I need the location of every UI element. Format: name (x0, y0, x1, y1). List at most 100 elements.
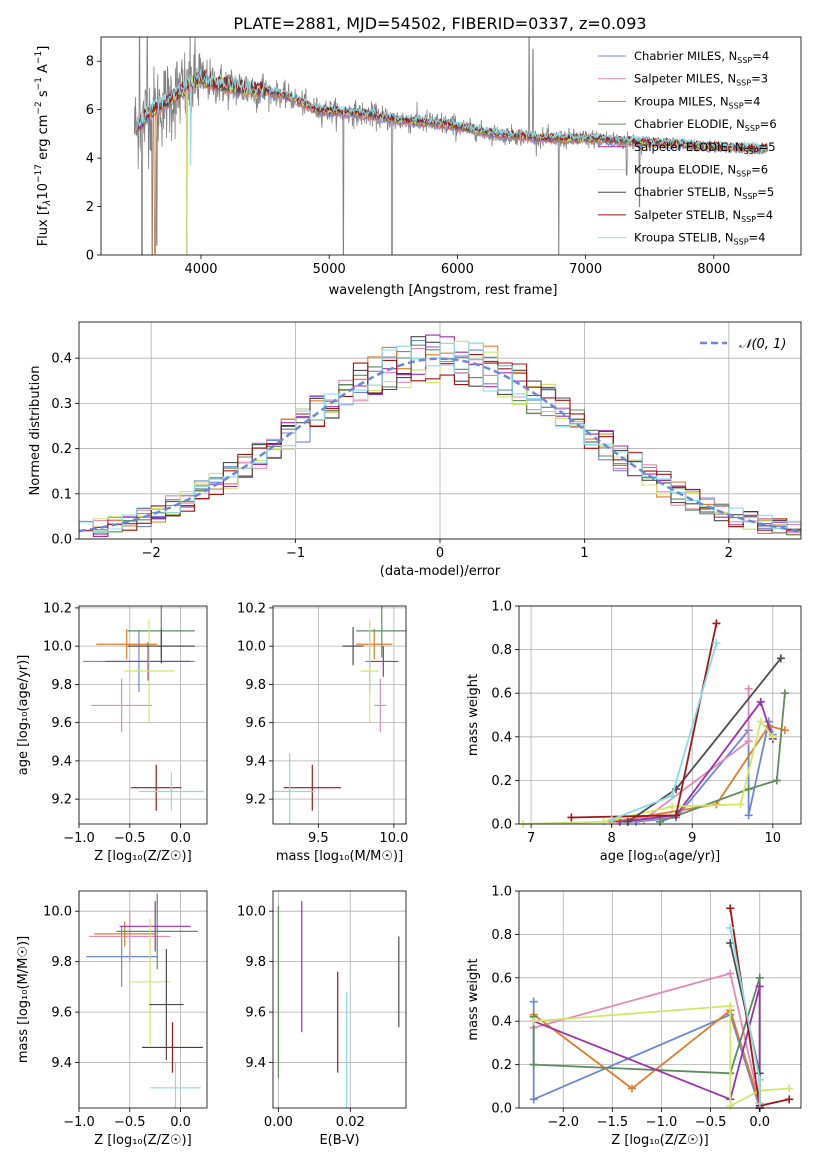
weight-marker-pink (744, 737, 753, 746)
x-tick-label: 1 (580, 546, 588, 561)
y-axis-label-part: Flux [f (36, 205, 51, 246)
y-axis-label: Flux [fλ10−17 erg cm−2 s−1 A−1] (34, 46, 53, 247)
x-axis-label: wavelength [Angstrom, rest frame] (329, 283, 558, 298)
y-axis-label-part: A (36, 64, 51, 77)
y-tick-label: 9.6 (245, 1006, 266, 1021)
y-tick-label: 0.8 (491, 928, 512, 943)
legend-label-sub: SSP (741, 215, 756, 224)
y-tick-label: 0.0 (491, 1102, 512, 1117)
y-tick-label: 1.0 (491, 885, 512, 900)
y-axis-label-part: λ (42, 200, 53, 207)
x-tick-label: 5000 (313, 262, 346, 277)
weight-marker-red (726, 904, 735, 913)
x-axis-label: mass [log₁₀(M/M☉)] (276, 849, 403, 864)
weight-marker-yellowgreen (668, 802, 677, 811)
y-axis-label-part: −2 (34, 101, 44, 114)
y-tick-label: 10.0 (43, 640, 72, 655)
residuals-panel: −2 −1 0 1 2 0.0 0.1 0.2 0.3 0.4 (data-model)/error… (28, 321, 802, 579)
legend-label-tail: =4 (752, 49, 769, 63)
age-vs-Z-panel: −1.0 −0.5 0.0 9.2 9.4 9.6 9.8 10.0 10.2 Z [log₁₀(… (16, 601, 208, 864)
y-tick-label: 0.2 (491, 1058, 512, 1073)
legend-label: Salpeter MILES, NSSP=3 (634, 72, 768, 88)
weight-marker-yellowgreen (529, 1017, 538, 1026)
weight-marker-pink (726, 969, 735, 978)
legend-label-sub: SSP (729, 101, 744, 110)
legend-label-tail: =5 (757, 185, 774, 199)
weight-marker-blue (529, 1095, 538, 1104)
y-tick-label: 10.0 (43, 905, 72, 920)
weight-marker-purple (615, 817, 624, 826)
y-tick-label: 0.2 (491, 774, 512, 789)
mass-vs-ebv-plot-area (277, 901, 400, 1108)
y-tick-label: 9.6 (51, 716, 72, 731)
legend-label-main: Salpeter ELODIE, N (634, 140, 744, 154)
legend-label-tail: =6 (751, 163, 768, 177)
weight-marker-purple (755, 982, 764, 991)
y-tick-label: 4 (86, 152, 94, 167)
x-tick-label: 6000 (441, 262, 474, 277)
y-tick-label: 6 (86, 103, 94, 118)
mass-vs-Z-plot-area (86, 893, 203, 1108)
legend-label-main: Chabrier STELIB, N (634, 185, 742, 199)
y-tick-label: 9.2 (245, 793, 266, 808)
weight-line-cyan (611, 642, 718, 821)
weight-marker-red (672, 811, 681, 820)
legend-label-sub: SSP (742, 192, 757, 201)
x-tick-label: 0.0 (749, 1115, 770, 1130)
legend-label: Salpeter STELIB, NSSP=4 (634, 208, 773, 224)
y-tick-label: 2 (86, 200, 94, 215)
weight-marker-cyan (726, 923, 735, 932)
weight-line-orange (611, 724, 786, 823)
y-tick-label: 0.8 (491, 643, 512, 658)
weight-line-purple (619, 699, 774, 823)
x-tick-label: 8 (608, 831, 616, 846)
x-tick-label: 0.0 (170, 1115, 191, 1130)
x-tick-label: 4000 (184, 262, 217, 277)
x-tick-label: 0 (436, 546, 444, 561)
chart-panels: 4000 5000 6000 7000 8000 0 2 4 6 8 wavelength [Ang… (16, 36, 802, 1148)
y-axis-label-part: erg cm (36, 115, 51, 164)
legend-label-normal: 𝒩(0, 1) (739, 337, 786, 352)
x-tick-label: 9 (688, 831, 696, 846)
legend-label-main: Chabrier MILES, N (634, 49, 737, 63)
weight-line-purple (533, 986, 761, 1108)
y-axis-label-part: s (36, 90, 51, 101)
mass-vs-ebv-panel: 0.00 0.02 9.4 9.6 9.8 10.0 E(B-V) (237, 890, 407, 1148)
weight-vs-age-panel: 7 8 9 10 0.0 0.2 0.4 0.6 0.8 1.0 age [log₁₀(age/yr… (466, 600, 802, 864)
weight-marker-yellowgreen (785, 1084, 794, 1093)
x-tick-label: 9.5 (308, 831, 329, 846)
x-tick-label: −0.5 (114, 831, 146, 846)
x-tick-label: 0.0 (170, 831, 191, 846)
y-axis-label-part: −1 (34, 51, 44, 64)
histogram-cyan (79, 342, 801, 534)
weight-vs-Z-panel: −2.0 −1.5 −1.0 −0.5 0.0 0.0 0.2 0.4 0.6 0.8 1.0 Z [… (466, 885, 802, 1148)
legend-label-tail: =3 (751, 72, 768, 86)
weight-marker-blue (529, 997, 538, 1006)
x-tick-label: −1.0 (63, 831, 95, 846)
y-tick-label: 0.0 (491, 818, 512, 833)
weight-marker-yellowgreen (726, 1002, 735, 1011)
model-spectrum-cyan (136, 69, 769, 166)
legend-label: Salpeter ELODIE, NSSP=5 (634, 140, 776, 156)
y-tick-label: 9.6 (245, 716, 266, 731)
legend-label-sub: SSP (737, 56, 752, 65)
y-axis-label-part: −1 (34, 77, 44, 90)
x-tick-label: −1.0 (646, 1115, 678, 1130)
weight-marker-red (785, 1095, 794, 1104)
y-tick-label: 9.8 (51, 678, 72, 693)
x-tick-label: −0.5 (695, 1115, 727, 1130)
y-tick-label: 9.4 (245, 1056, 266, 1071)
legend-label: Kroupa MILES, NSSP=4 (634, 94, 760, 110)
y-axis-label-part: ] (36, 46, 51, 51)
y-tick-label: 9.4 (51, 754, 72, 769)
legend-label-sub: SSP (734, 238, 749, 247)
x-axis-label: Z [log₁₀(Z/Z☉)] (611, 1133, 708, 1148)
histogram-red (79, 354, 801, 535)
weight-marker-darkgray (776, 654, 785, 663)
legend-label-tail: =6 (760, 117, 777, 131)
x-axis-label: E(B-V) (319, 1133, 359, 1148)
y-tick-label: 9.4 (51, 1056, 72, 1071)
x-tick-label: 10.0 (379, 831, 408, 846)
age-vs-Z-plot-area (83, 606, 204, 811)
